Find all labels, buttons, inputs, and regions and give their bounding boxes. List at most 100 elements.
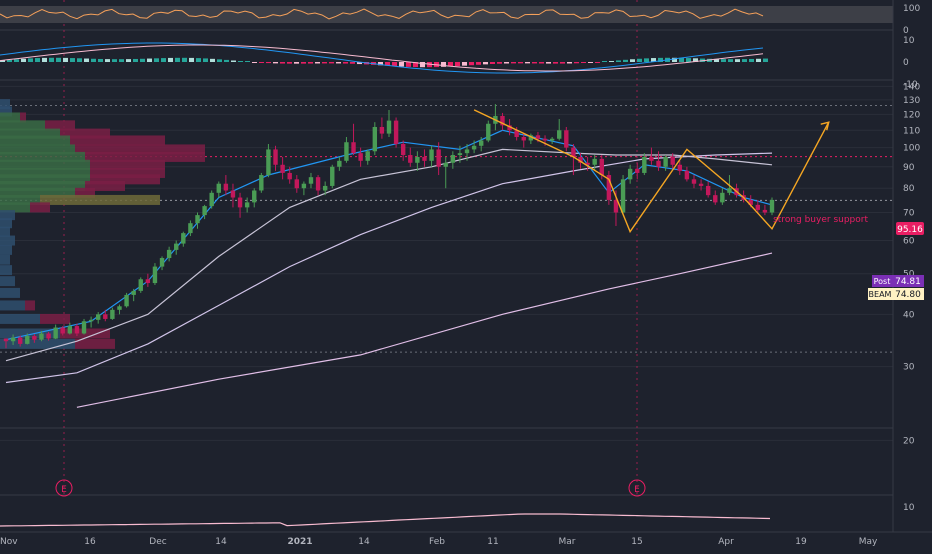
x-tick-label: May <box>859 537 878 547</box>
candle-body <box>145 279 151 284</box>
macd-bar <box>224 59 229 62</box>
x-tick-label: Mar <box>559 537 576 547</box>
candle-body <box>479 140 484 146</box>
macd-bar <box>609 61 614 62</box>
macd-bar <box>378 62 383 66</box>
candle-body <box>209 192 214 207</box>
macd-bar <box>749 58 754 62</box>
macd-bar <box>56 57 61 62</box>
macd-bar <box>714 58 719 62</box>
x-tick-label: 15 <box>631 537 642 547</box>
candle-body <box>202 206 207 216</box>
candle-body <box>393 120 399 145</box>
x-tick-label: Dec <box>149 537 166 547</box>
pattern-drawing[interactable] <box>473 109 830 234</box>
earnings-marker-label: E <box>634 485 640 495</box>
candle-body <box>117 306 122 310</box>
candle-body <box>627 168 633 180</box>
post-value-bg <box>892 275 924 287</box>
macd-bar <box>133 58 138 62</box>
macd-bar <box>637 58 642 62</box>
x-tick-label: Feb <box>429 537 445 547</box>
bottom-indicator-panel <box>0 513 771 527</box>
y-tick-label: 40 <box>903 310 915 320</box>
volume-profile-bar-down <box>60 128 110 139</box>
macd-bar <box>84 58 89 62</box>
volume-profile-bar-down <box>90 167 165 178</box>
candle-body <box>322 185 328 191</box>
support-annotation: strong buyer support <box>773 215 868 225</box>
volume-profile-bar-down <box>25 300 35 311</box>
macd-bar <box>616 60 621 62</box>
candle-body <box>244 202 250 208</box>
volume-profile-bar-down <box>90 159 165 170</box>
macd-bar <box>7 59 12 62</box>
candle-body <box>280 164 285 173</box>
macd-bar <box>91 58 96 62</box>
macd-bar <box>231 60 236 62</box>
macd-bar <box>357 62 362 65</box>
macd-panel-tick: -10 <box>903 80 918 90</box>
candle-body <box>273 149 278 165</box>
macd-bar <box>651 58 656 62</box>
y-tick-label: 110 <box>903 126 920 136</box>
candle-body <box>74 326 80 334</box>
beam-badge-bg <box>868 288 893 300</box>
macd-bar <box>315 62 320 64</box>
candle-body <box>138 279 143 291</box>
macd-bar <box>630 59 635 62</box>
candle-body <box>429 149 434 161</box>
earnings-marker[interactable]: E <box>55 479 73 497</box>
candle-body <box>25 336 30 344</box>
post-badge-bg <box>872 275 892 287</box>
macd-bar <box>350 62 355 64</box>
earnings-marker[interactable]: E <box>628 479 646 497</box>
candle-body <box>620 179 626 213</box>
macd-bar <box>112 59 117 62</box>
candle-body <box>230 190 236 198</box>
candle-body <box>330 166 335 186</box>
candle-body <box>237 197 243 208</box>
top-oscillator-panel <box>0 6 893 23</box>
candle-body <box>585 162 590 165</box>
macd-bar <box>105 59 110 62</box>
macd-bar <box>126 59 131 62</box>
volume-profile-bar-down <box>85 180 125 191</box>
earnings-marker-label: E <box>61 485 67 495</box>
candle-body <box>365 151 370 161</box>
top-panel-tick: 0 <box>903 26 909 36</box>
candle-body <box>358 153 363 161</box>
candle-body <box>67 326 73 334</box>
signal-line <box>0 44 764 72</box>
candle-body <box>471 145 477 150</box>
candle-body <box>46 333 51 339</box>
macd-bar <box>756 58 761 62</box>
macd-bar <box>35 58 40 62</box>
macd-line <box>0 42 764 74</box>
candle-body <box>96 314 101 320</box>
candles <box>3 104 775 349</box>
pattern-path <box>473 109 830 234</box>
volume-profile-bar-up <box>0 235 15 246</box>
x-tick-label: 16 <box>84 537 96 547</box>
macd-bar <box>574 62 579 64</box>
macd-bar <box>595 62 600 63</box>
volume-profile-bar-up <box>0 210 15 221</box>
macd-bar <box>441 62 446 67</box>
macd-bar <box>42 57 47 62</box>
volume-profile-bar-up <box>0 338 75 349</box>
candle-body <box>415 156 420 163</box>
candle-body <box>152 266 158 284</box>
y-tick-label: 50 <box>903 270 915 280</box>
candle-body <box>635 168 640 173</box>
macd-bar <box>672 57 677 62</box>
x-tick-label: 11 <box>487 537 498 547</box>
macd-bar <box>0 60 5 62</box>
y-tick-label: 100 <box>903 144 920 154</box>
macd-bar <box>168 57 173 62</box>
candle-body <box>131 290 136 295</box>
macd-bar <box>294 62 299 64</box>
macd-bar <box>196 58 201 62</box>
